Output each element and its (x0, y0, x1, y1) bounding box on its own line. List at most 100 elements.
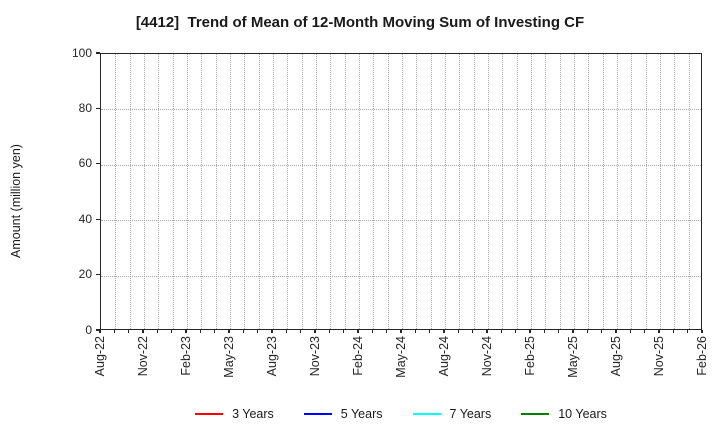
vertical-gridline (488, 54, 489, 329)
legend-line-swatch (521, 413, 550, 415)
x-tick-mark (185, 330, 187, 333)
x-tick-mark (357, 330, 359, 333)
x-tick-mark (586, 330, 588, 333)
x-tick-label: Aug-22 (92, 336, 107, 377)
x-tick-mark (156, 330, 158, 333)
legend-label: 5 Years (340, 407, 383, 421)
chart-title: [4412] Trend of Mean of 12-Month Moving … (135, 14, 585, 31)
legend-item: 3 Years (195, 407, 274, 421)
x-tick-mark (529, 330, 531, 333)
horizontal-gridline (101, 275, 701, 277)
plot-area (100, 53, 702, 330)
x-tick-mark (285, 330, 287, 333)
y-tick-label: 40 (78, 211, 92, 226)
x-tick-label: Nov-25 (651, 336, 666, 377)
y-tick-mark (96, 274, 100, 276)
horizontal-gridline (101, 220, 701, 222)
y-tick-label: 0 (85, 322, 92, 337)
y-tick-label: 20 (78, 267, 92, 282)
x-tick-mark (371, 330, 373, 333)
vertical-gridline (258, 54, 260, 329)
vertical-gridline (158, 54, 160, 329)
x-tick-mark (271, 330, 273, 333)
vertical-gridline (531, 54, 532, 329)
vertical-gridline (602, 54, 604, 329)
y-tick-mark (96, 163, 100, 165)
x-tick-mark (228, 330, 230, 333)
x-tick-mark (142, 330, 144, 333)
vertical-gridline (430, 54, 432, 329)
legend-label: 3 Years (232, 407, 274, 421)
y-tick-label: 100 (71, 45, 92, 60)
x-tick-mark (558, 330, 560, 333)
x-tick-mark (199, 330, 201, 333)
vertical-gridline (387, 54, 389, 329)
vertical-gridline (473, 54, 475, 329)
x-tick-mark (472, 330, 474, 333)
vertical-gridline (244, 54, 246, 329)
y-tick-mark (96, 107, 100, 109)
x-tick-mark (314, 330, 316, 333)
x-tick-mark (615, 330, 617, 333)
vertical-gridline (301, 54, 303, 329)
vertical-gridline (688, 54, 690, 329)
vertical-gridline (445, 54, 446, 329)
vertical-gridline (115, 54, 117, 329)
x-tick-mark (328, 330, 330, 333)
horizontal-gridline (101, 164, 701, 166)
x-tick-mark (343, 330, 345, 333)
vertical-gridline (516, 54, 518, 329)
x-tick-mark (629, 330, 631, 333)
legend-line-swatch (412, 413, 441, 415)
vertical-gridline (316, 54, 317, 329)
vertical-gridline (273, 54, 274, 329)
legend: 3 Years 5 Years 7 Years 10 Years (100, 404, 702, 424)
x-tick-mark (457, 330, 459, 333)
vertical-gridline (230, 54, 231, 329)
y-axis-label: Amount (million yen) (9, 144, 23, 258)
legend-label: 10 Years (558, 407, 607, 421)
x-tick-label: May-25 (565, 336, 580, 378)
x-tick-label: Feb-25 (522, 336, 537, 376)
x-tick-label: Aug-24 (436, 336, 451, 377)
vertical-gridline (344, 54, 346, 329)
x-tick-mark (300, 330, 302, 333)
x-tick-mark (515, 330, 517, 333)
y-tick-mark (96, 52, 100, 54)
vertical-gridline (187, 54, 188, 329)
vertical-gridline (416, 54, 418, 329)
horizontal-gridline (101, 109, 701, 111)
vertical-gridline (402, 54, 403, 329)
vertical-gridline (359, 54, 360, 329)
vertical-gridline (502, 54, 504, 329)
y-tick-mark (96, 218, 100, 220)
x-tick-mark (486, 330, 488, 333)
vertical-gridline (201, 54, 203, 329)
x-tick-label: Feb-24 (350, 336, 365, 376)
x-tick-label: Feb-23 (178, 336, 193, 376)
x-tick-mark (128, 330, 130, 333)
x-tick-mark (658, 330, 660, 333)
vertical-gridline (459, 54, 461, 329)
y-tick-label: 80 (78, 100, 92, 115)
vertical-gridline (545, 54, 547, 329)
x-tick-label: Nov-24 (479, 336, 494, 377)
y-tick-mark (96, 329, 100, 331)
legend-line-swatch (303, 413, 332, 415)
vertical-gridline (144, 54, 145, 329)
vertical-gridline (617, 54, 618, 329)
x-tick-mark (400, 330, 402, 333)
vertical-gridline (215, 54, 217, 329)
x-tick-mark (171, 330, 173, 333)
legend-line-swatch (195, 413, 224, 415)
vertical-gridline (287, 54, 289, 329)
legend-label: 7 Years (449, 407, 492, 421)
x-tick-mark (414, 330, 416, 333)
x-tick-label: Aug-23 (264, 336, 279, 377)
x-tick-mark (543, 330, 545, 333)
vertical-gridline (631, 54, 633, 329)
x-tick-mark (644, 330, 646, 333)
legend-item: 10 Years (521, 407, 607, 421)
x-tick-mark (443, 330, 445, 333)
x-tick-mark (386, 330, 388, 333)
